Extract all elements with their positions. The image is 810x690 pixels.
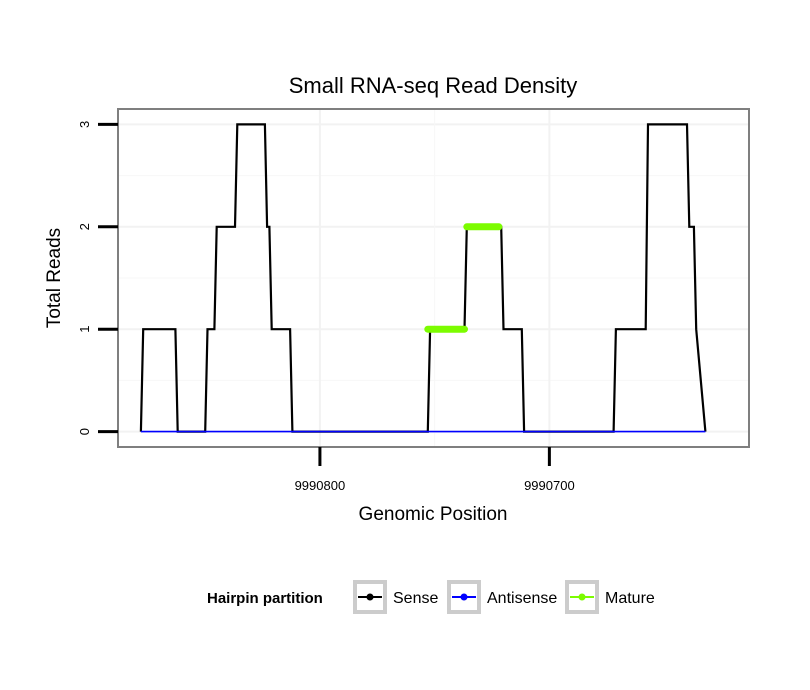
x-tick-label: 9990800 bbox=[295, 478, 346, 493]
legend-key-point bbox=[578, 593, 586, 601]
legend-label: Mature bbox=[605, 590, 655, 607]
legend-key-point bbox=[366, 593, 374, 601]
y-tick-label: 0 bbox=[77, 428, 92, 435]
y-tick-label: 2 bbox=[77, 223, 92, 230]
legend: Hairpin partition Sense Antisense Mature bbox=[207, 580, 655, 614]
legend-label: Antisense bbox=[487, 590, 557, 607]
y-tick-label: 1 bbox=[77, 326, 92, 333]
legend-key-point bbox=[460, 593, 468, 601]
legend-keys: Sense Antisense Mature bbox=[353, 580, 655, 614]
legend-label: Sense bbox=[393, 590, 438, 607]
panel-border bbox=[117, 108, 750, 448]
x-tick-label: 9990700 bbox=[524, 478, 575, 493]
y-tick-label: 3 bbox=[77, 121, 92, 128]
axes: 0 1 2 3 9990800 9990700 bbox=[77, 121, 575, 493]
y-axis-label: Total Reads bbox=[44, 228, 65, 328]
series-layer bbox=[139, 123, 707, 433]
x-axis-label: Genomic Position bbox=[359, 504, 508, 525]
legend-title: Hairpin partition bbox=[207, 590, 323, 607]
chart-title: Small RNA-seq Read Density bbox=[289, 73, 578, 98]
